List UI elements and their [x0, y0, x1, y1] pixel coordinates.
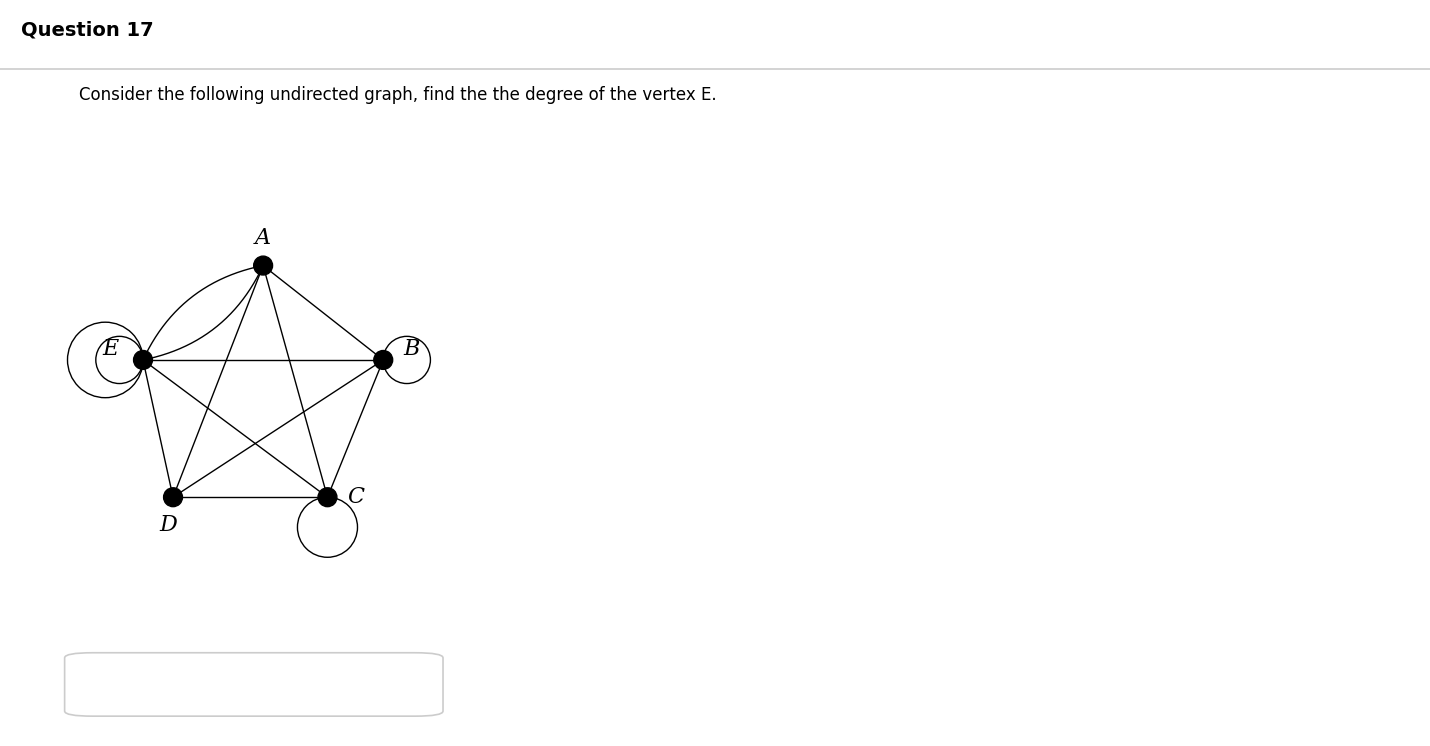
- Text: B: B: [403, 338, 419, 360]
- Text: E: E: [103, 338, 119, 360]
- Text: Question 17: Question 17: [21, 21, 154, 40]
- Text: Consider the following undirected graph, find the the degree of the vertex E.: Consider the following undirected graph,…: [79, 86, 716, 104]
- Text: C: C: [347, 486, 363, 508]
- Circle shape: [133, 351, 153, 369]
- Circle shape: [373, 351, 393, 369]
- Circle shape: [163, 488, 183, 507]
- Circle shape: [317, 488, 337, 507]
- Text: D: D: [160, 514, 177, 536]
- Text: A: A: [255, 227, 272, 248]
- Circle shape: [253, 256, 273, 275]
- FancyBboxPatch shape: [64, 653, 443, 716]
